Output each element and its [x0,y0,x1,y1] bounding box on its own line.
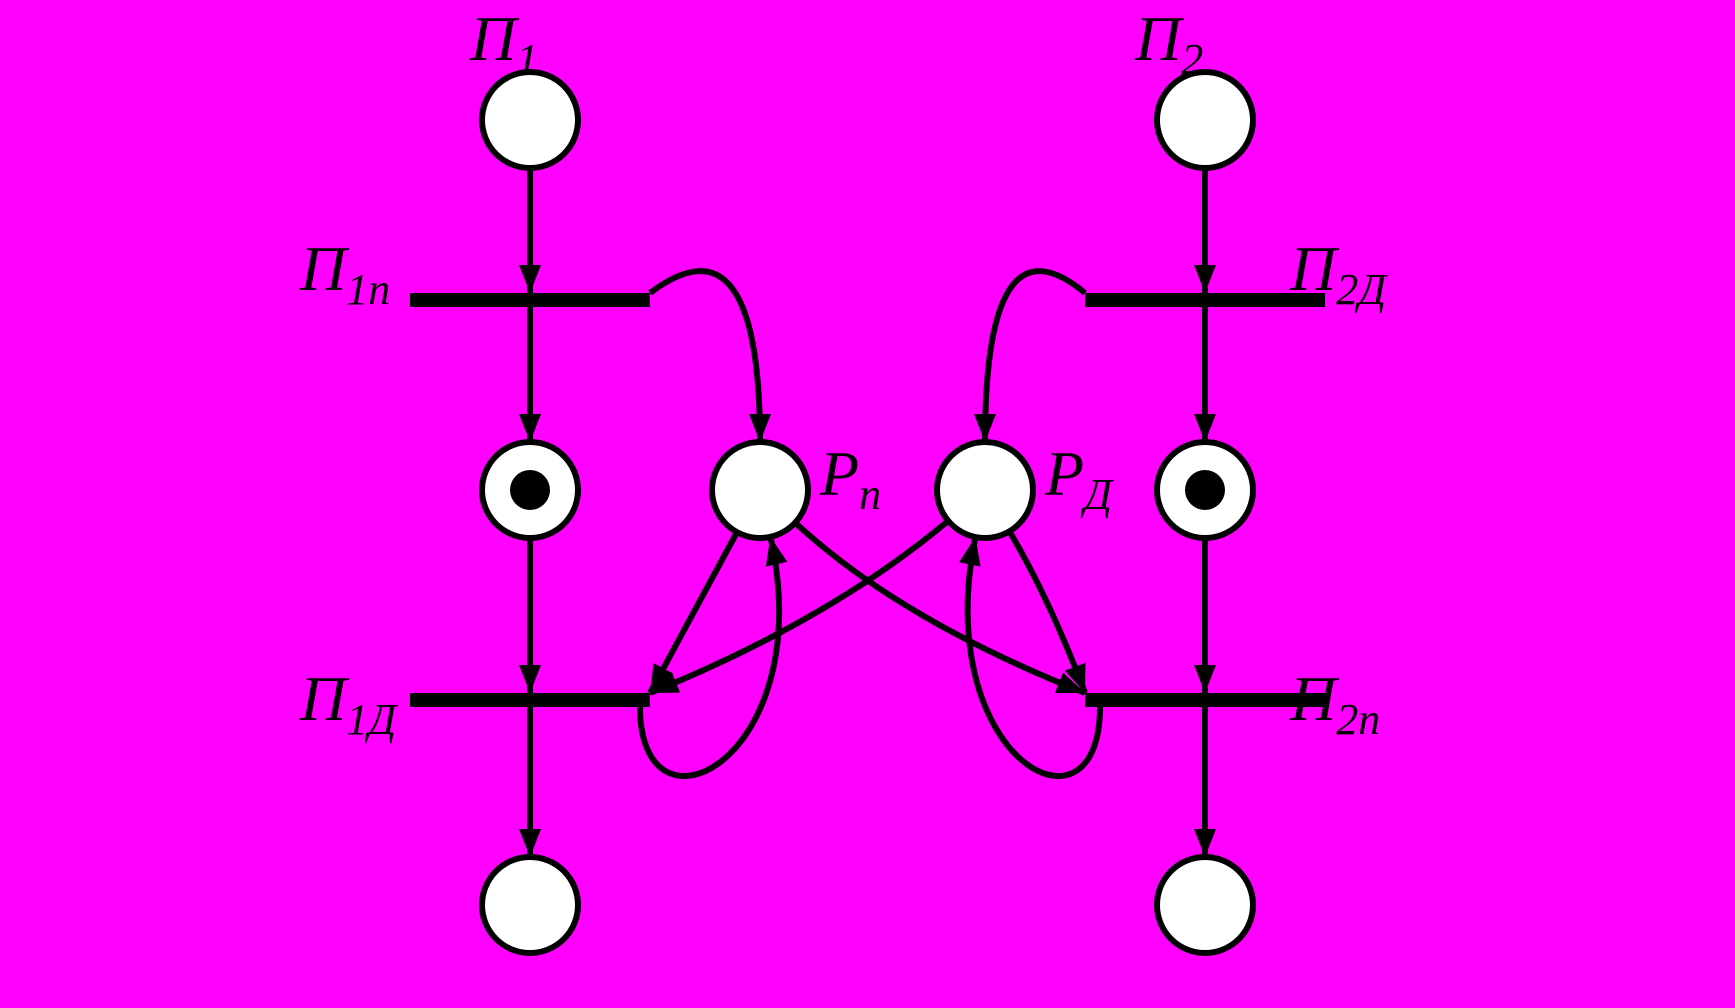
token-Q2 [1185,470,1225,510]
label-sub: 1n [346,265,390,314]
place-B1 [482,857,578,953]
label-sub: 2Д [1336,265,1388,314]
label-base: Р [819,438,859,509]
label-base: Р [1044,438,1084,509]
token-Q1 [510,470,550,510]
transition-T2n [1085,693,1325,707]
place-Rd [937,442,1033,538]
label-base: П [1134,3,1185,74]
place-Rn [712,442,808,538]
place-P2 [1157,72,1253,168]
label-base: П [299,233,350,304]
transition-T1d [410,693,650,707]
label-sub: 2 [1181,35,1203,84]
label-sub: n [859,470,881,519]
place-P1 [482,72,578,168]
transition-T2d [1085,293,1325,307]
place-B2 [1157,857,1253,953]
label-base: П [1289,233,1340,304]
transition-T1n [410,293,650,307]
label-sub: 2n [1336,695,1380,744]
label-sub: 1Д [346,695,398,744]
label-base: П [299,663,350,734]
label-base: П [1289,663,1340,734]
label-sub: 1 [516,35,538,84]
label-base: П [469,3,520,74]
label-sub: Д [1080,470,1114,519]
